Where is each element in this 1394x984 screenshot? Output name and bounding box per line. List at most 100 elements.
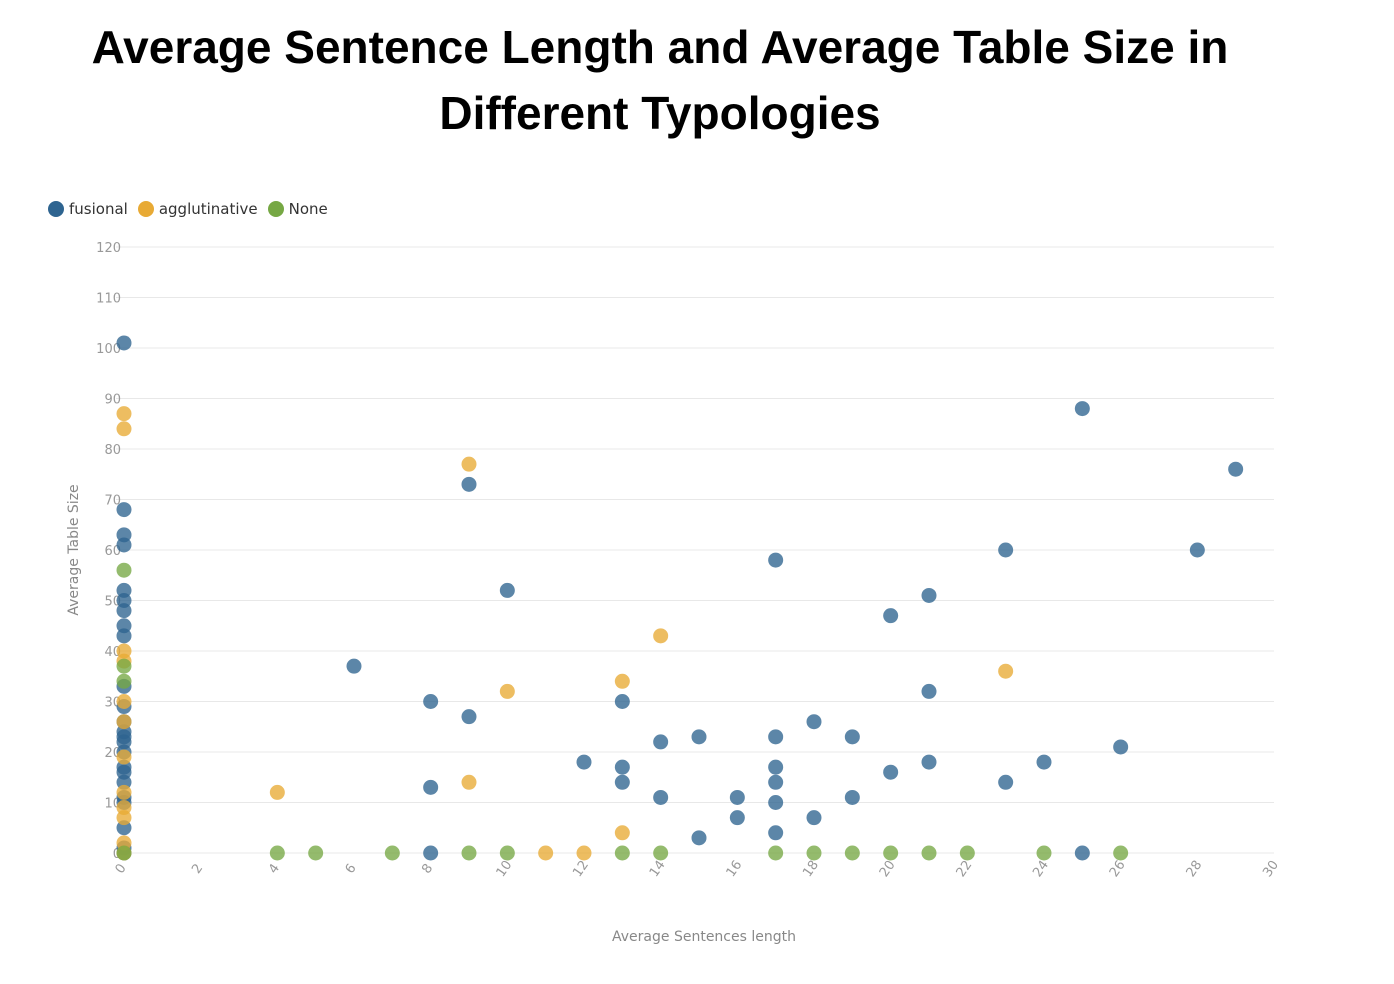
data-point-none	[653, 845, 669, 861]
data-point-fusional	[423, 845, 439, 861]
data-point-fusional	[768, 552, 784, 568]
y-tick-label: 70	[104, 494, 121, 509]
legend-label-agglutinative: agglutinative	[158, 200, 258, 218]
legend-swatch-none	[267, 201, 284, 217]
data-point-agglutinative	[116, 421, 132, 437]
data-point-agglutinative	[116, 749, 132, 765]
data-point-agglutinative	[538, 845, 554, 861]
data-point-none	[499, 845, 515, 861]
y-tick-label: 100	[96, 342, 121, 357]
y-tick-label: 80	[104, 443, 121, 458]
legend-item-fusional[interactable]: fusional	[48, 200, 128, 218]
x-tick-label: 18	[800, 858, 822, 880]
data-point-fusional	[653, 789, 669, 805]
data-point-none	[959, 845, 975, 861]
chart-title: Average Sentence Length and Average Tabl…	[91, 21, 1229, 139]
data-point-fusional	[116, 628, 132, 644]
data-point-fusional	[768, 759, 784, 775]
data-point-fusional	[614, 694, 630, 709]
data-point-fusional	[768, 825, 784, 841]
data-point-fusional	[346, 658, 362, 674]
data-point-fusional	[921, 587, 937, 603]
x-tick-label: 2	[189, 861, 206, 876]
data-point-agglutinative	[614, 673, 630, 689]
x-tick-label: 20	[877, 858, 899, 880]
data-point-none	[116, 658, 132, 674]
x-tick-label: 0	[113, 861, 130, 876]
data-point-fusional	[1074, 401, 1090, 417]
data-point-none	[883, 845, 899, 861]
data-point-fusional	[921, 754, 937, 770]
data-point-fusional	[1036, 754, 1052, 770]
data-point-fusional	[883, 608, 899, 624]
data-point-fusional	[1189, 542, 1205, 558]
data-point-none	[844, 845, 860, 861]
data-point-fusional	[806, 810, 822, 826]
x-tick-label: 26	[1107, 858, 1129, 880]
data-point-none	[269, 845, 285, 861]
data-point-fusional	[499, 582, 515, 598]
data-point-none	[116, 673, 132, 689]
data-point-fusional	[844, 729, 860, 745]
data-point-fusional	[998, 774, 1014, 790]
x-tick-label: 28	[1184, 858, 1206, 880]
data-point-agglutinative	[461, 774, 477, 790]
data-point-none	[1113, 845, 1129, 861]
data-point-fusional	[883, 764, 899, 780]
data-point-fusional	[461, 476, 477, 492]
data-point-none	[806, 845, 822, 861]
data-point-none	[116, 562, 132, 578]
data-point-none	[1036, 845, 1052, 861]
data-point-fusional	[423, 694, 439, 709]
x-tick-label: 22	[954, 858, 976, 880]
data-point-fusional	[806, 714, 822, 730]
data-point-fusional	[116, 603, 132, 619]
data-point-none	[921, 845, 937, 861]
data-point-fusional	[461, 709, 477, 725]
data-point-agglutinative	[653, 628, 669, 644]
legend-item-none[interactable]: None	[267, 200, 328, 218]
legend-swatch-agglutinative	[137, 201, 154, 217]
y-tick-label: 90	[104, 393, 121, 408]
data-point-agglutinative	[116, 714, 132, 730]
x-tick-label: 24	[1030, 858, 1052, 880]
y-axis-title: Average Table Size	[66, 484, 82, 615]
data-point-agglutinative	[116, 810, 132, 826]
data-point-none	[461, 845, 477, 861]
data-point-agglutinative	[116, 694, 132, 709]
x-tick-label: 14	[647, 858, 669, 880]
data-point-none	[384, 845, 400, 861]
data-point-fusional	[691, 729, 707, 745]
x-axis-title: Average Sentences length	[612, 929, 796, 945]
data-point-none	[116, 845, 132, 861]
data-point-none	[614, 845, 630, 861]
data-point-fusional	[729, 789, 745, 805]
data-point-fusional	[116, 502, 132, 518]
data-point-fusional	[729, 810, 745, 826]
legend-label-none: None	[288, 200, 328, 218]
x-tick-label: 4	[266, 861, 283, 876]
data-point-fusional	[691, 830, 707, 846]
data-point-agglutinative	[499, 683, 515, 699]
data-point-fusional	[116, 335, 132, 351]
x-tick-label: 8	[419, 861, 436, 876]
legend-item-agglutinative[interactable]: agglutinative	[137, 200, 258, 218]
data-point-fusional	[1228, 461, 1244, 477]
data-point-fusional	[116, 537, 132, 553]
legend: fusional agglutinative None	[48, 200, 338, 218]
data-point-fusional	[423, 779, 439, 795]
legend-label-fusional: fusional	[69, 200, 128, 218]
data-point-fusional	[844, 789, 860, 805]
data-point-agglutinative	[116, 784, 132, 800]
x-tick-label: 16	[724, 858, 746, 880]
y-tick-label: 60	[104, 544, 121, 559]
data-point-fusional	[768, 729, 784, 745]
data-point-fusional	[614, 774, 630, 790]
data-point-agglutinative	[269, 784, 285, 800]
data-point-none	[768, 845, 784, 861]
data-point-agglutinative	[998, 663, 1014, 679]
data-point-agglutinative	[576, 845, 592, 861]
data-point-fusional	[998, 542, 1014, 558]
data-point-fusional	[921, 683, 937, 699]
data-point-agglutinative	[116, 406, 132, 422]
